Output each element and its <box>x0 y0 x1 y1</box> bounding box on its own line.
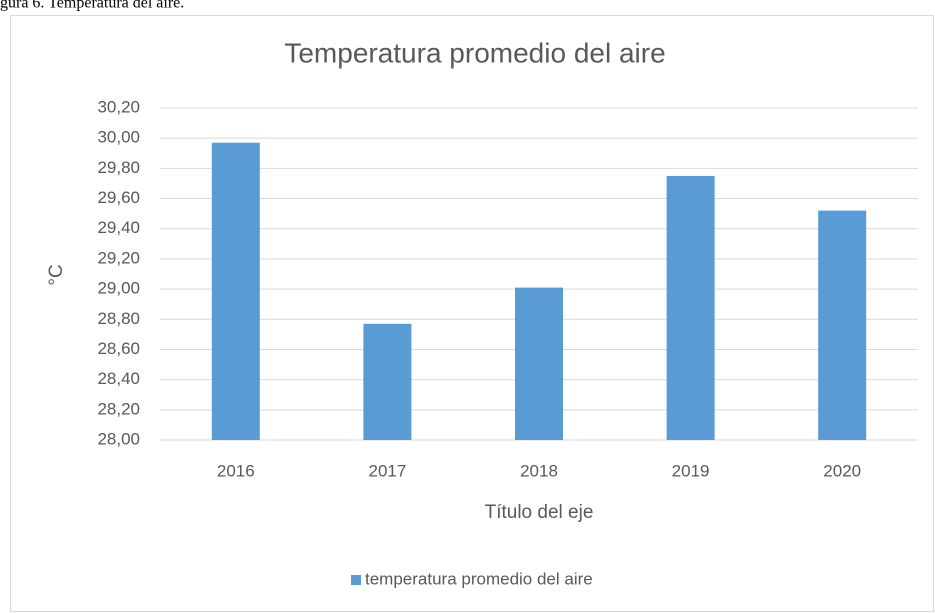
y-tick-label: 30,00 <box>97 128 140 147</box>
y-tick-label: 29,60 <box>97 188 140 207</box>
legend-label: temperatura promedio del aire <box>365 569 593 588</box>
caption: gura 6. Temperatura del aire. <box>0 0 184 12</box>
y-tick-label: 28,80 <box>97 309 140 328</box>
bar <box>515 287 563 440</box>
bar <box>211 142 260 440</box>
y-tick-label: 28,20 <box>97 399 140 418</box>
y-tick-label: 28,40 <box>97 369 140 388</box>
x-tick-label: 2016 <box>217 461 255 480</box>
y-axis-title: °C <box>46 264 67 285</box>
y-tick-label: 30,20 <box>97 97 140 116</box>
x-tick-label: 2020 <box>823 461 861 480</box>
x-tick-label: 2019 <box>672 461 710 480</box>
y-tick-label: 29,20 <box>97 248 140 267</box>
y-tick-label: 29,00 <box>97 279 140 298</box>
y-tick-label: 29,40 <box>97 218 140 237</box>
legend-swatch <box>351 575 361 585</box>
y-tick-label: 28,00 <box>97 429 140 448</box>
chart-title: Temperatura promedio del aire <box>284 37 665 68</box>
y-tick-label: 29,80 <box>97 158 140 177</box>
y-tick-label: 28,60 <box>97 339 140 358</box>
bar <box>818 210 867 440</box>
x-axis-title: Título del eje <box>485 502 594 523</box>
x-tick-label: 2017 <box>368 461 406 480</box>
x-tick-label: 2018 <box>520 461 558 480</box>
bar <box>666 175 715 440</box>
chart-frame <box>10 15 934 612</box>
bar <box>363 323 412 440</box>
